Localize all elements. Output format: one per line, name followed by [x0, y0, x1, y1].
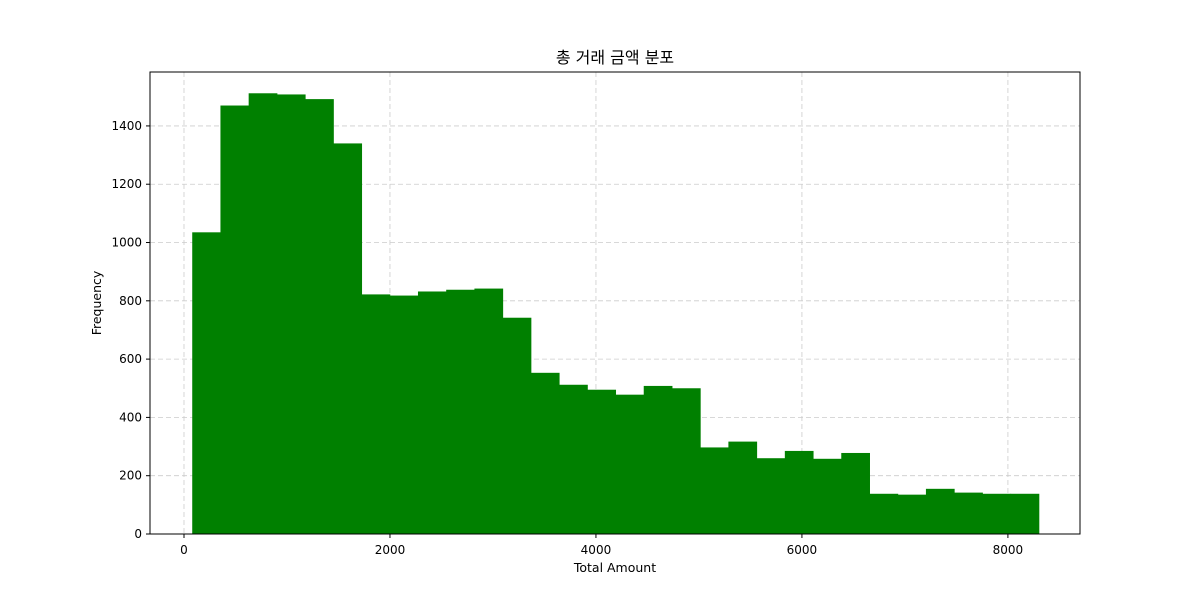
- y-axis-label: Frequency: [89, 270, 104, 335]
- chart-title: 총 거래 금액 분포: [556, 48, 674, 67]
- histogram-bar: [615, 394, 645, 534]
- histogram-bar: [220, 105, 250, 534]
- histogram-bar: [248, 93, 278, 535]
- histogram-bar: [361, 294, 391, 534]
- y-tick-label: 200: [119, 469, 142, 483]
- histogram-bar: [305, 99, 334, 535]
- y-tick-label: 800: [119, 294, 142, 308]
- histogram-bar: [1010, 493, 1040, 534]
- histogram-bar: [897, 494, 927, 534]
- histogram-bar: [276, 94, 306, 535]
- histogram-bar: [671, 388, 701, 534]
- x-axis-label: Total Amount: [573, 560, 656, 575]
- histogram-bar: [417, 291, 447, 534]
- plot-frame: [149, 71, 1081, 535]
- histogram-bar: [700, 447, 729, 534]
- y-tick-label: 1400: [111, 119, 142, 133]
- histogram-bar: [869, 493, 899, 534]
- y-tick-label: 1200: [111, 177, 142, 191]
- histogram-bar: [982, 493, 1012, 534]
- x-axis-ticks: 0 2000 4000 6000 8000: [180, 534, 1023, 557]
- histogram-bar: [784, 450, 814, 534]
- histogram-bar: [728, 441, 758, 534]
- x-tick-label: 2000: [375, 543, 406, 557]
- x-tick-label: 6000: [787, 543, 818, 557]
- histogram-bar: [756, 458, 786, 534]
- histogram-bar: [643, 385, 673, 534]
- histogram-bar: [389, 295, 419, 534]
- histogram-bar: [502, 317, 532, 534]
- histogram-bar: [530, 372, 560, 534]
- histogram-bar: [587, 389, 617, 534]
- histogram-bar: [954, 492, 983, 534]
- histogram-bar: [474, 288, 504, 534]
- y-tick-label: 1000: [111, 236, 142, 250]
- histogram-bar: [192, 232, 221, 534]
- histogram-bar: [333, 143, 363, 534]
- y-axis-ticks: 0 200 400 600 800 1000 1200 1400: [111, 119, 150, 541]
- y-tick-label: 0: [134, 527, 142, 541]
- histogram-bar: [813, 458, 842, 534]
- x-tick-label: 4000: [581, 543, 612, 557]
- y-tick-label: 400: [119, 410, 142, 424]
- histogram-bar: [925, 488, 955, 534]
- histogram-bar: [841, 452, 870, 534]
- x-tick-label: 8000: [993, 543, 1024, 557]
- histogram-bars: [192, 93, 1040, 535]
- y-tick-label: 600: [119, 352, 142, 366]
- histogram-bar: [559, 384, 588, 534]
- x-tick-label: 0: [180, 543, 188, 557]
- histogram-bar: [446, 289, 475, 534]
